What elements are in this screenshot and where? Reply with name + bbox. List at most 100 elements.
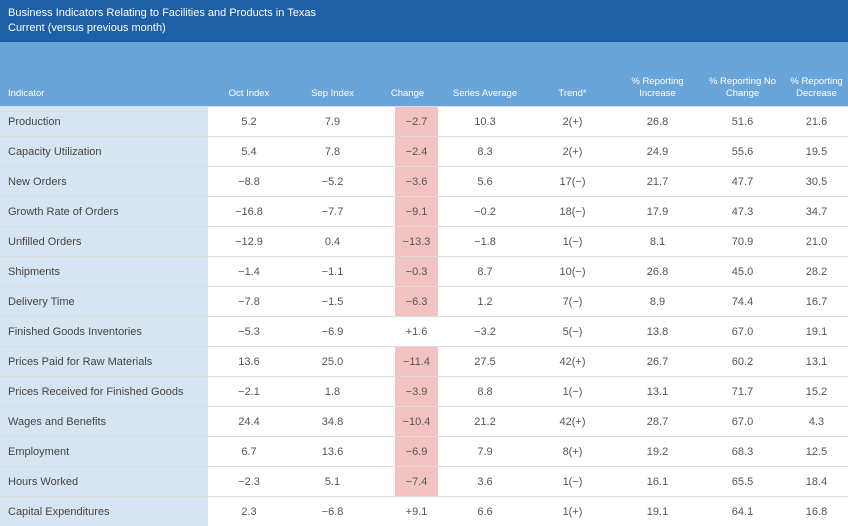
table-cell: 8.8 [440,377,530,407]
table-cell: −1.8 [440,227,530,257]
table-cell: 5.2 [208,107,290,137]
change-cell: −0.3 [375,257,440,287]
table-cell: 70.9 [700,227,785,257]
column-header: % Reporting Increase [615,42,700,107]
table-cell: 34.7 [785,197,848,227]
table-cell: 13.6 [208,347,290,377]
table-cell: 74.4 [700,287,785,317]
indicator-name: Prices Paid for Raw Materials [0,347,208,377]
table-cell: 3.6 [440,467,530,497]
table-cell: 7.9 [440,437,530,467]
table-cell: −1.4 [208,257,290,287]
table-cell: 18(−) [530,197,615,227]
column-header: Sep Index [290,42,375,107]
table-cell: 8.1 [615,227,700,257]
table-cell: 1(−) [530,377,615,407]
table-cell: 42(+) [530,407,615,437]
table-cell: 17.9 [615,197,700,227]
table-cell: 19.5 [785,137,848,167]
change-cell: −13.3 [375,227,440,257]
table-cell: 7(−) [530,287,615,317]
table-cell: 17(−) [530,167,615,197]
column-header: Change [375,42,440,107]
table-cell: 13.1 [615,377,700,407]
table-cell: 68.3 [700,437,785,467]
change-value: −9.1 [395,197,438,226]
table-cell: 26.8 [615,107,700,137]
change-value: −3.6 [395,167,438,196]
indicator-name: Growth Rate of Orders [0,197,208,227]
change-cell: −2.7 [375,107,440,137]
indicator-name: Capital Expenditures [0,497,208,526]
table-cell: 45.0 [700,257,785,287]
table-cell: 8.9 [615,287,700,317]
change-value: −0.3 [395,257,438,286]
change-cell: −3.9 [375,377,440,407]
table-cell: 7.8 [290,137,375,167]
change-value: −13.3 [395,227,438,256]
indicator-name: Finished Goods Inventories [0,317,208,347]
indicator-name: Production [0,107,208,137]
change-value: −6.3 [395,287,438,316]
table-cell: 21.6 [785,107,848,137]
table-cell: 5.6 [440,167,530,197]
table-cell: 21.0 [785,227,848,257]
table-cell: 16.1 [615,467,700,497]
indicator-name: Hours Worked [0,467,208,497]
table-cell: 12.5 [785,437,848,467]
table-cell: 8.7 [440,257,530,287]
change-value: −11.4 [395,347,438,376]
table-cell: 21.7 [615,167,700,197]
table-cell: 7.9 [290,107,375,137]
table-cell: 47.7 [700,167,785,197]
change-cell: −9.1 [375,197,440,227]
table-cell: 19.2 [615,437,700,467]
column-header: Oct Index [208,42,290,107]
indicator-name: Wages and Benefits [0,407,208,437]
change-value: −6.9 [395,437,438,466]
table-cell: 0.4 [290,227,375,257]
column-header: Series Average [440,42,530,107]
table-cell: 6.6 [440,497,530,526]
subtitle: Current (versus previous month) [8,21,840,36]
indicator-name: Delivery Time [0,287,208,317]
table-cell: 5.4 [208,137,290,167]
change-value: −2.7 [395,107,438,136]
table-cell: 1.8 [290,377,375,407]
change-value: −2.4 [395,137,438,166]
table-cell: 21.2 [440,407,530,437]
change-cell: −2.4 [375,137,440,167]
change-cell: +1.6 [375,317,440,347]
change-cell: −6.3 [375,287,440,317]
change-cell: −11.4 [375,347,440,377]
table-cell: 16.7 [785,287,848,317]
table-cell: −6.9 [290,317,375,347]
table-cell: 28.2 [785,257,848,287]
table-cell: 5.1 [290,467,375,497]
change-value: +9.1 [395,497,438,526]
table-cell: −8.8 [208,167,290,197]
table-cell: −7.8 [208,287,290,317]
change-cell: −10.4 [375,407,440,437]
table-cell: −16.8 [208,197,290,227]
table-cell: 13.6 [290,437,375,467]
table-cell: 34.8 [290,407,375,437]
table-cell: 60.2 [700,347,785,377]
column-header: Indicator [0,42,208,107]
change-cell: −7.4 [375,467,440,497]
indicator-name: Capacity Utilization [0,137,208,167]
change-value: −10.4 [395,407,438,436]
table-cell: 42(+) [530,347,615,377]
table-cell: 26.8 [615,257,700,287]
table-cell: 2(+) [530,137,615,167]
table-cell: −5.3 [208,317,290,347]
table-cell: −0.2 [440,197,530,227]
change-cell: −6.9 [375,437,440,467]
